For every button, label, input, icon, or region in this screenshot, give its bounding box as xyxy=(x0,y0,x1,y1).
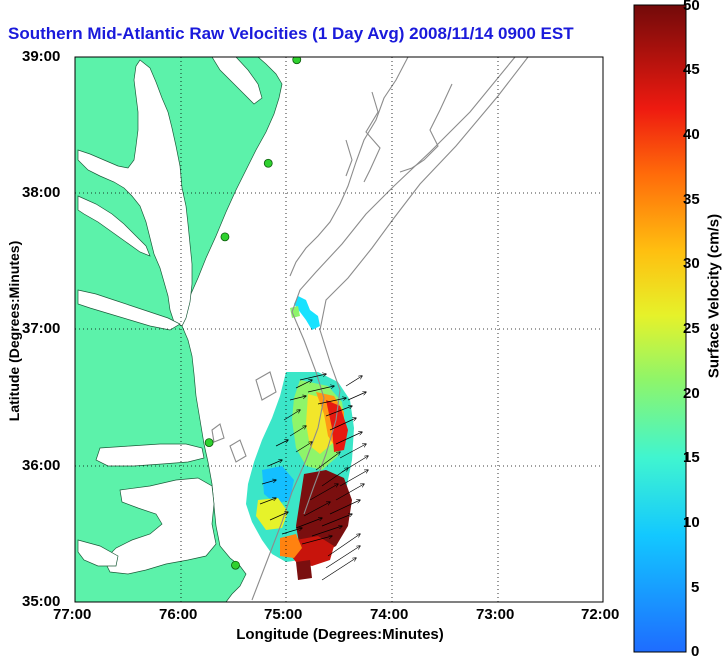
station-marker xyxy=(292,57,302,65)
colorbar-tick-label: 50 xyxy=(683,0,700,14)
colorbar-tick-label: 10 xyxy=(683,514,700,531)
y-tick-label: 37:00 xyxy=(22,320,61,337)
y-tick-label: 36:00 xyxy=(22,457,61,474)
station-marker xyxy=(220,232,230,242)
southern-inlet xyxy=(77,539,119,567)
albemarle-sound xyxy=(95,443,205,467)
map-grid xyxy=(75,57,603,602)
map-frame-border xyxy=(74,56,604,603)
colorbar-tick-label: 15 xyxy=(683,449,700,466)
x-tick-label: 75:00 xyxy=(264,606,303,623)
station-marker xyxy=(204,438,214,447)
pamlico-sound xyxy=(103,477,217,575)
colorbar-tick-label: 0 xyxy=(691,643,700,660)
x-tick-label: 74:00 xyxy=(370,606,409,623)
colorbar-tick-label: 45 xyxy=(683,61,700,78)
colorbar-tick-label: 40 xyxy=(683,126,700,143)
delaware-bay xyxy=(211,57,263,105)
station-marker xyxy=(231,560,240,570)
chart-title: Southern Mid-Atlantic Raw Velocities (1 … xyxy=(8,24,574,43)
x-tick-label: 76:00 xyxy=(159,606,198,623)
station-marker xyxy=(263,158,273,168)
y-tick-label: 39:00 xyxy=(22,48,61,65)
western-river-inlet xyxy=(77,195,151,257)
y-axis-label: Latitude (Degrees:Minutes) xyxy=(6,240,22,422)
colorbar-tick-label: 20 xyxy=(683,385,700,402)
y-tick-label: 35:00 xyxy=(22,593,61,610)
x-tick-label: 72:00 xyxy=(581,606,620,623)
colorbar-label: Surface Velocity (cm/s) xyxy=(705,213,723,379)
lower-river-inlet xyxy=(77,289,181,331)
offshore-velocity-patch-green xyxy=(290,306,300,318)
colorbar-tick-label: 30 xyxy=(683,255,700,272)
station-markers xyxy=(204,57,302,570)
bathymetry-contours xyxy=(211,57,529,601)
colorbar-tick-label: 25 xyxy=(683,320,700,337)
colorbar-tick-label: 35 xyxy=(683,191,700,208)
x-tick-label: 77:00 xyxy=(53,606,92,623)
y-tick-label: 38:00 xyxy=(22,184,61,201)
x-tick-label: 73:00 xyxy=(476,606,515,623)
colorbar xyxy=(633,4,687,653)
offshore-velocity-patch xyxy=(294,296,320,330)
colorbar-tick-label: 5 xyxy=(691,579,700,596)
x-axis-label: Longitude (Degrees:Minutes) xyxy=(236,626,444,643)
